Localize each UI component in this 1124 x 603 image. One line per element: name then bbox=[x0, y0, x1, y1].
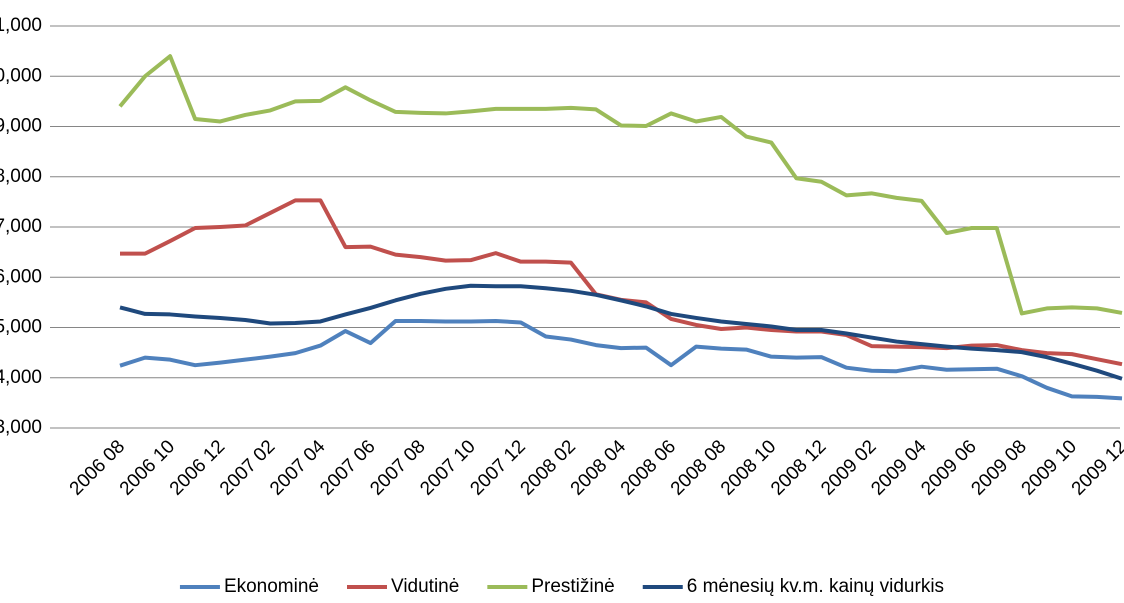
x-tick-label: 2008 08 bbox=[667, 436, 730, 499]
x-tick-label: 2009 10 bbox=[1018, 436, 1081, 499]
x-tick-label: 2007 02 bbox=[216, 436, 279, 499]
y-tick-label: 6,000 bbox=[0, 266, 42, 287]
legend-label: Vidutinė bbox=[391, 576, 459, 597]
legend: Ekonominė Vidutinė Prestižinė 6 mėnesių kv.… bbox=[179, 576, 944, 597]
y-tick-label: 8,000 bbox=[0, 166, 42, 187]
x-tick-label: 2007 06 bbox=[316, 436, 379, 499]
y-tick-label: 11,000 bbox=[0, 15, 42, 36]
x-tick-label: 2008 12 bbox=[767, 436, 830, 499]
x-tick-label: 2009 12 bbox=[1068, 436, 1124, 499]
x-tick-label: 2007 12 bbox=[466, 436, 529, 499]
y-tick-label: 5,000 bbox=[0, 317, 42, 338]
series-line bbox=[120, 198, 1123, 367]
y-tick-label: 3,000 bbox=[0, 417, 42, 438]
x-tick-label: 2008 06 bbox=[617, 436, 680, 499]
legend-label: 6 mėnesių kv.m. kainų vidurkis bbox=[687, 576, 944, 597]
y-tick-label: 4,000 bbox=[0, 367, 42, 388]
legend-label: Ekonominė bbox=[224, 576, 319, 597]
x-tick-label: 2009 06 bbox=[917, 436, 980, 499]
y-tick-label: 9,000 bbox=[0, 116, 42, 137]
x-tick-label: 2006 10 bbox=[116, 436, 179, 499]
x-tick-label: 2009 08 bbox=[967, 436, 1030, 499]
series-line bbox=[118, 54, 1123, 316]
series-line bbox=[119, 318, 1123, 401]
x-tick-label: 2008 10 bbox=[717, 436, 780, 499]
x-tick-label: 2008 02 bbox=[517, 436, 580, 499]
x-tick-label: 2006 08 bbox=[66, 436, 129, 499]
legend-label: Prestižinė bbox=[531, 576, 614, 597]
series-line bbox=[119, 283, 1123, 381]
y-tick-label: 7,000 bbox=[0, 216, 42, 237]
x-tick-label: 2009 02 bbox=[817, 436, 880, 499]
x-tick-label: 2007 10 bbox=[416, 436, 479, 499]
y-tick-label: 10,000 bbox=[0, 65, 42, 86]
x-tick-label: 2007 08 bbox=[366, 436, 429, 499]
x-tick-label: 2006 12 bbox=[166, 436, 229, 499]
